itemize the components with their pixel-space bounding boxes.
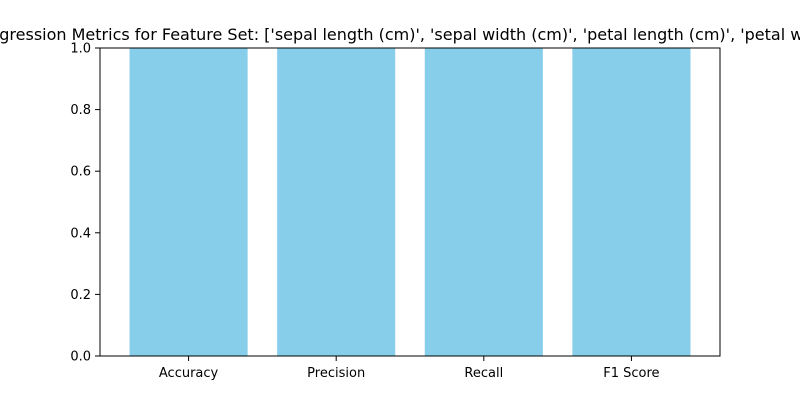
x-tick-label: F1 Score: [603, 366, 659, 381]
x-tick-label: Accuracy: [159, 366, 219, 381]
bar-precision: [277, 48, 396, 356]
y-tick-label: 0.8: [70, 103, 91, 118]
axes-layer: Accuracy Precision Recall F1 Score 0.0 0.2 0.4…: [70, 42, 721, 381]
bars-layer: [129, 48, 691, 356]
y-tick-label: 1.0: [70, 42, 91, 57]
chart-title: Logistic Regression Metrics for Feature …: [0, 25, 800, 44]
y-tick-label: 0.2: [70, 288, 91, 303]
y-tick-label: 0.0: [70, 350, 91, 365]
y-tick-label: 0.4: [70, 226, 91, 241]
x-tick-label: Recall: [464, 366, 503, 381]
bar-accuracy: [129, 48, 248, 356]
y-tick-label: 0.6: [70, 165, 91, 180]
bar-f1-score: [572, 48, 691, 356]
x-tick-label: Precision: [307, 366, 365, 381]
plot-frame: [99, 47, 721, 357]
bar-recall: [424, 48, 543, 356]
